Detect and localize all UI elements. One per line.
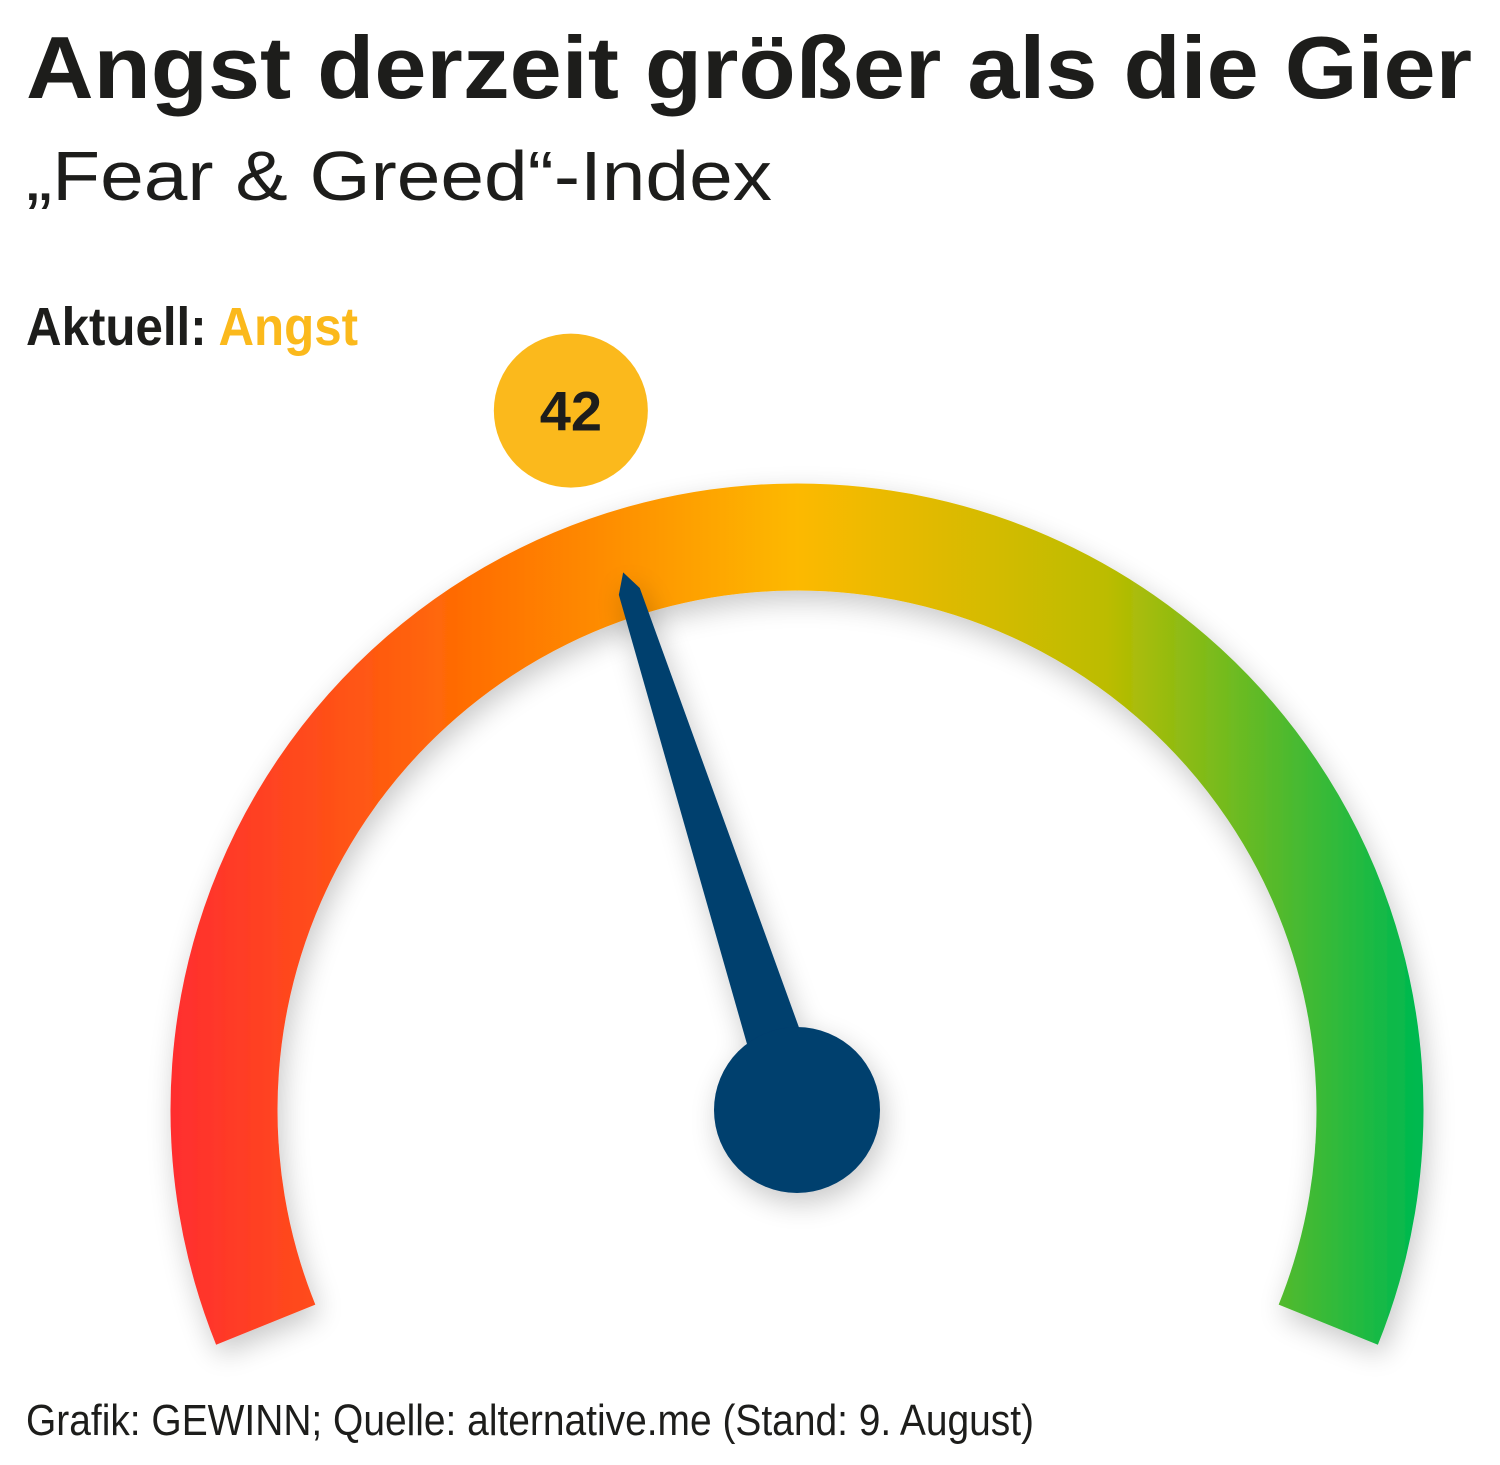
current-line: Aktuell: Angst [26, 297, 358, 357]
chart-title: Angst derzeit größer als die Gier [26, 18, 1472, 117]
needle [618, 572, 880, 1193]
current-label: Aktuell: [26, 297, 207, 357]
chart-subtitle: „Fear & Greed“-Index [26, 137, 772, 215]
value-badge [493, 333, 648, 488]
gauge-arc [170, 483, 1424, 1345]
source-note: Grafik: GEWINN; Quelle: alternative.me (… [26, 1396, 1034, 1445]
status: Angst [218, 297, 358, 357]
value-label: 42 [540, 380, 602, 443]
needle-hub [714, 1027, 880, 1193]
gauge: 42 [170, 333, 1424, 1345]
needle-body [618, 572, 826, 1120]
